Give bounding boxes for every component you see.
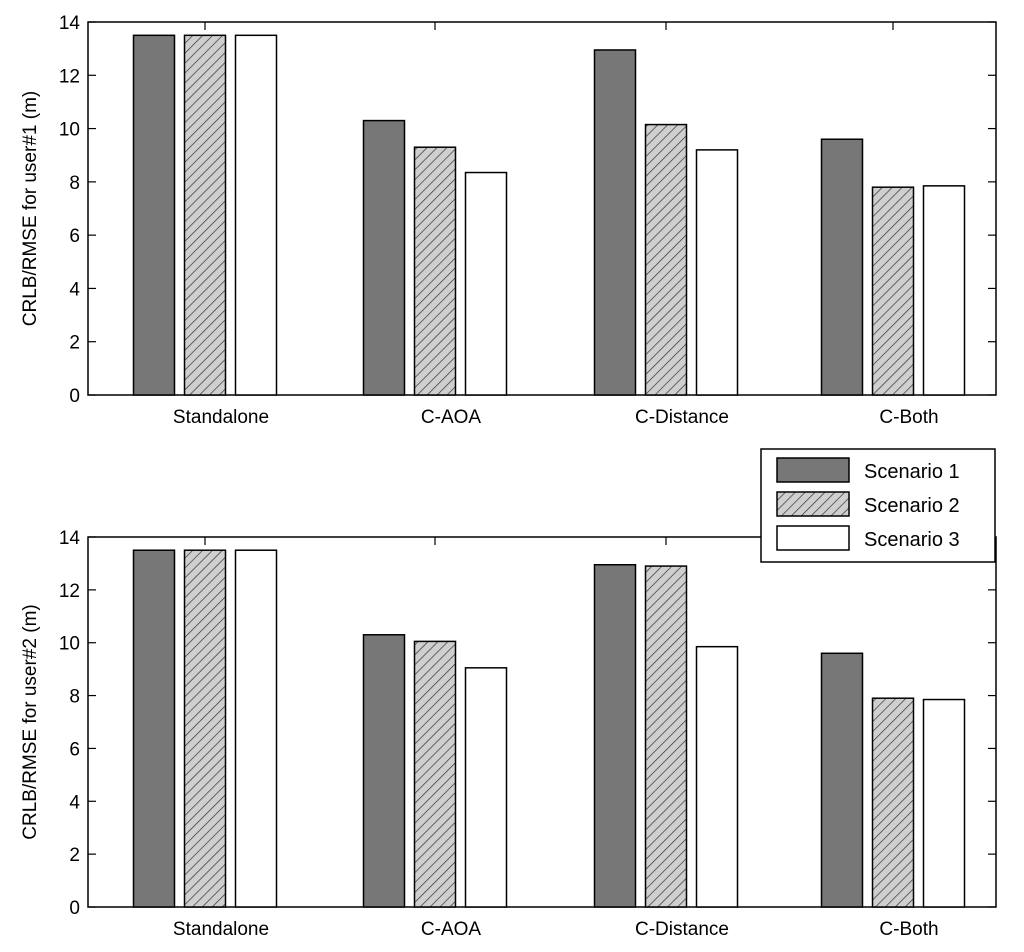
y-tick-label: 12 xyxy=(59,581,80,602)
bar-scenario-3-c-distance xyxy=(695,645,739,908)
bar-scenario-2-c-distance xyxy=(644,565,688,908)
y-tick-label: 0 xyxy=(69,386,80,407)
chart-panel-user2: 0 2 4 6 8 10 12 14 Standalone C-AOA C-Distance C-Bo… xyxy=(20,528,997,940)
x-tick-label: C-Distance xyxy=(635,407,729,428)
y-tick-label: 2 xyxy=(69,845,80,866)
bar-scenario-1-c-aoa xyxy=(362,119,406,396)
bar-scenario-3-c-distance xyxy=(695,149,739,396)
x-tick-label: Standalone xyxy=(173,407,269,428)
bar-scenario-2-standalone xyxy=(183,549,227,908)
y-tick-label: 0 xyxy=(69,898,80,919)
plot-frame xyxy=(87,536,997,908)
bar-scenario-2-c-both xyxy=(871,186,915,396)
bar-scenario-1-c-aoa xyxy=(362,634,406,908)
y-tick-label: 2 xyxy=(69,333,80,354)
bar-scenario-3-standalone xyxy=(234,34,278,396)
bar-scenario-3-c-both xyxy=(922,185,966,396)
plot-frame xyxy=(87,21,997,396)
x-tick-label: C-Distance xyxy=(635,919,729,940)
y-tick-label: 14 xyxy=(59,13,81,34)
y-axis-label: CRLB/RMSE for user#2 (m) xyxy=(20,604,41,839)
bar-scenario-1-c-distance xyxy=(593,49,637,396)
legend-swatch-scenario-3 xyxy=(776,525,850,551)
y-tick-label: 14 xyxy=(59,528,81,549)
chart-panel-user1: 0 2 4 6 8 10 12 14 Standalone C-AOA C-Distance C-Bo… xyxy=(20,13,997,428)
bar-scenario-2-c-distance xyxy=(644,123,688,396)
y-tick-label: 4 xyxy=(69,792,80,813)
bar-scenario-3-c-both xyxy=(922,698,966,908)
bar-scenario-1-c-both xyxy=(820,652,864,908)
legend-label-scenario-2: Scenario 2 xyxy=(864,495,960,517)
y-tick-label: 12 xyxy=(59,66,80,87)
y-tick-label: 8 xyxy=(69,173,80,194)
y-axis-label: CRLB/RMSE for user#1 (m) xyxy=(20,91,41,326)
bar-scenario-1-standalone xyxy=(132,34,176,396)
x-tick-label: C-AOA xyxy=(421,919,482,940)
bar-scenario-1-c-both xyxy=(820,138,864,396)
bar-scenario-2-c-both xyxy=(871,697,915,908)
y-tick-label: 6 xyxy=(69,226,80,247)
bar-scenario-1-standalone xyxy=(132,549,176,908)
bar-scenario-3-standalone xyxy=(234,549,278,908)
legend-label-scenario-3: Scenario 3 xyxy=(864,529,960,551)
legend: Scenario 1 Scenario 2 Scenario 3 xyxy=(760,448,996,563)
x-tick-label: C-Both xyxy=(879,407,938,428)
bar-scenario-2-standalone xyxy=(183,34,227,396)
bar-scenario-3-c-aoa xyxy=(464,667,508,908)
bar-scenario-1-c-distance xyxy=(593,564,637,908)
legend-label-scenario-1: Scenario 1 xyxy=(864,461,960,483)
y-tick-label: 10 xyxy=(59,634,80,655)
y-tick-label: 10 xyxy=(59,120,80,141)
y-tick-label: 4 xyxy=(69,279,80,300)
x-tick-label: C-AOA xyxy=(421,407,482,428)
y-tick-label: 8 xyxy=(69,687,80,708)
legend-swatch-scenario-2 xyxy=(776,491,850,517)
bar-scenario-3-c-aoa xyxy=(464,171,508,396)
bar-scenario-2-c-aoa xyxy=(413,146,457,396)
legend-swatch-scenario-1 xyxy=(776,457,850,483)
x-tick-label: Standalone xyxy=(173,919,269,940)
y-tick-label: 6 xyxy=(69,739,80,760)
bar-scenario-2-c-aoa xyxy=(413,640,457,908)
x-tick-label: C-Both xyxy=(879,919,938,940)
